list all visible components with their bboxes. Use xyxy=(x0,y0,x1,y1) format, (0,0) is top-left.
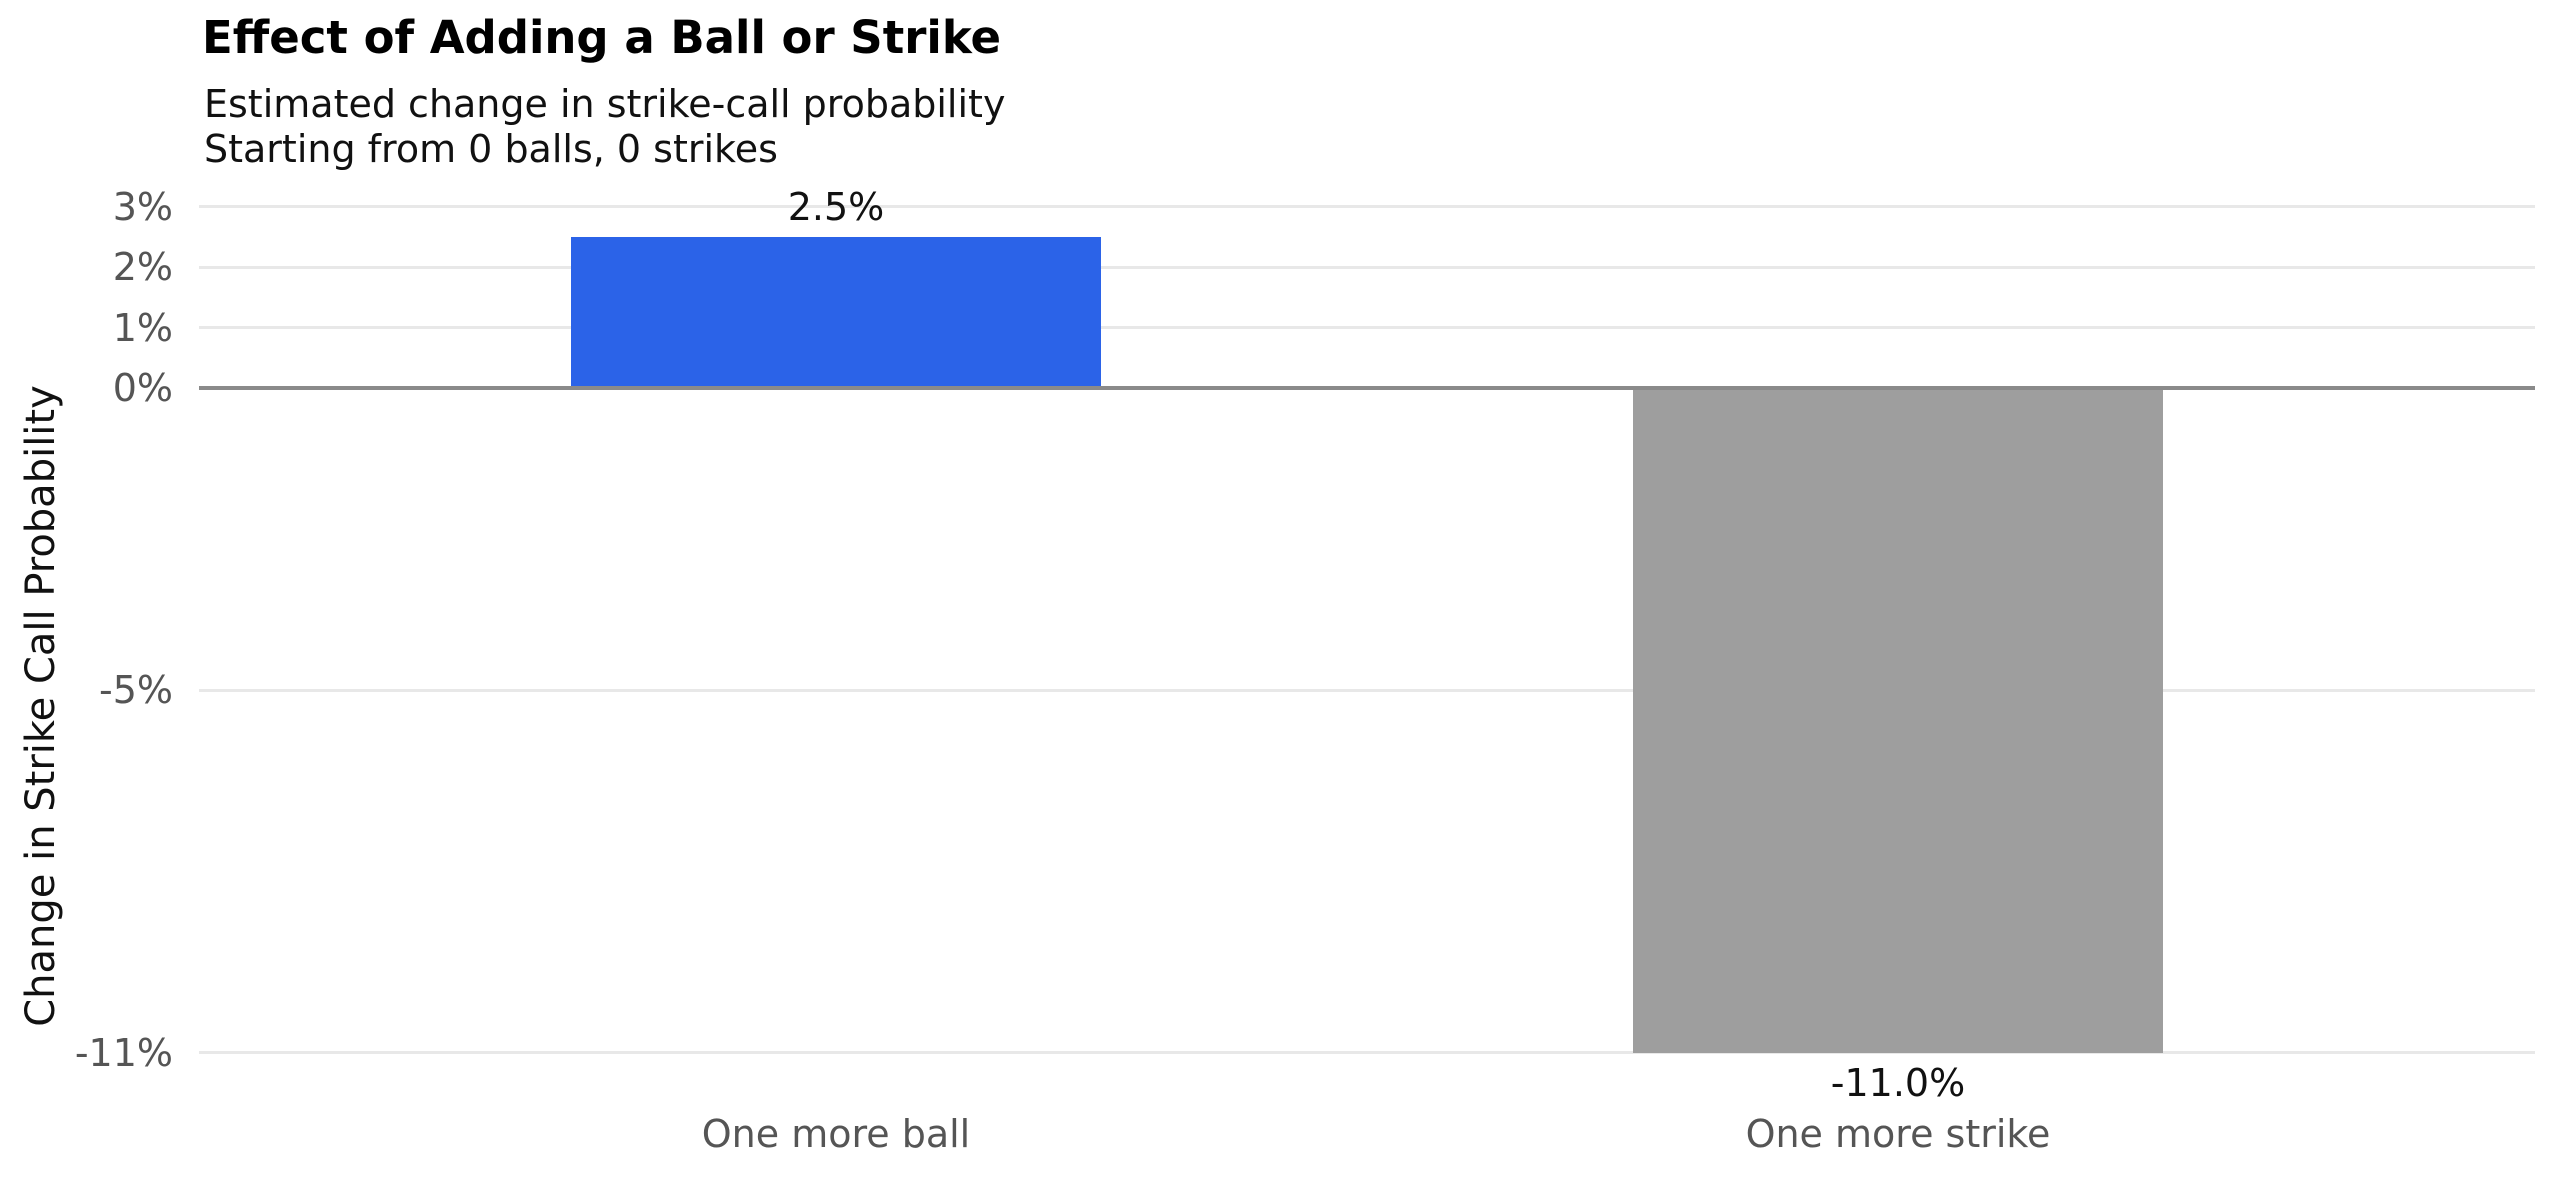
y-tick-label: 0% xyxy=(112,366,173,410)
chart-subtitle-line-2: Starting from 0 balls, 0 strikes xyxy=(204,127,778,171)
y-tick-label: -5% xyxy=(99,668,173,713)
y-tick-label: 3% xyxy=(112,184,173,229)
y-tick-label: 1% xyxy=(112,305,173,350)
y-tick-label: 2% xyxy=(112,245,173,290)
chart-subtitle-line-1: Estimated change in strike-call probabil… xyxy=(204,82,1006,126)
gridline--11% xyxy=(199,1051,2535,1055)
y-tick-label: -11% xyxy=(74,1030,173,1075)
chart-subtitle: Estimated change in strike-call probabil… xyxy=(204,82,1005,172)
x-category-label-one-more-strike: One more strike xyxy=(1745,1112,2051,1156)
gridline-1% xyxy=(199,326,2535,330)
bar-value-label-one-more-strike: -11.0% xyxy=(1830,1060,1966,1105)
gridline--5% xyxy=(199,688,2535,692)
bar-one-more-strike xyxy=(1633,390,2163,1053)
bar-one-more-ball xyxy=(571,236,1101,387)
gridline-3% xyxy=(199,205,2535,209)
chart-title: Effect of Adding a Ball or Strike xyxy=(202,11,1002,64)
x-category-label-one-more-ball: One more ball xyxy=(701,1112,971,1156)
gridline-2% xyxy=(199,265,2535,269)
y-axis-title: Change in Strike Call Probability xyxy=(18,385,64,1027)
zero-axis-line xyxy=(199,386,2535,390)
bar-value-label-one-more-ball: 2.5% xyxy=(787,184,885,229)
